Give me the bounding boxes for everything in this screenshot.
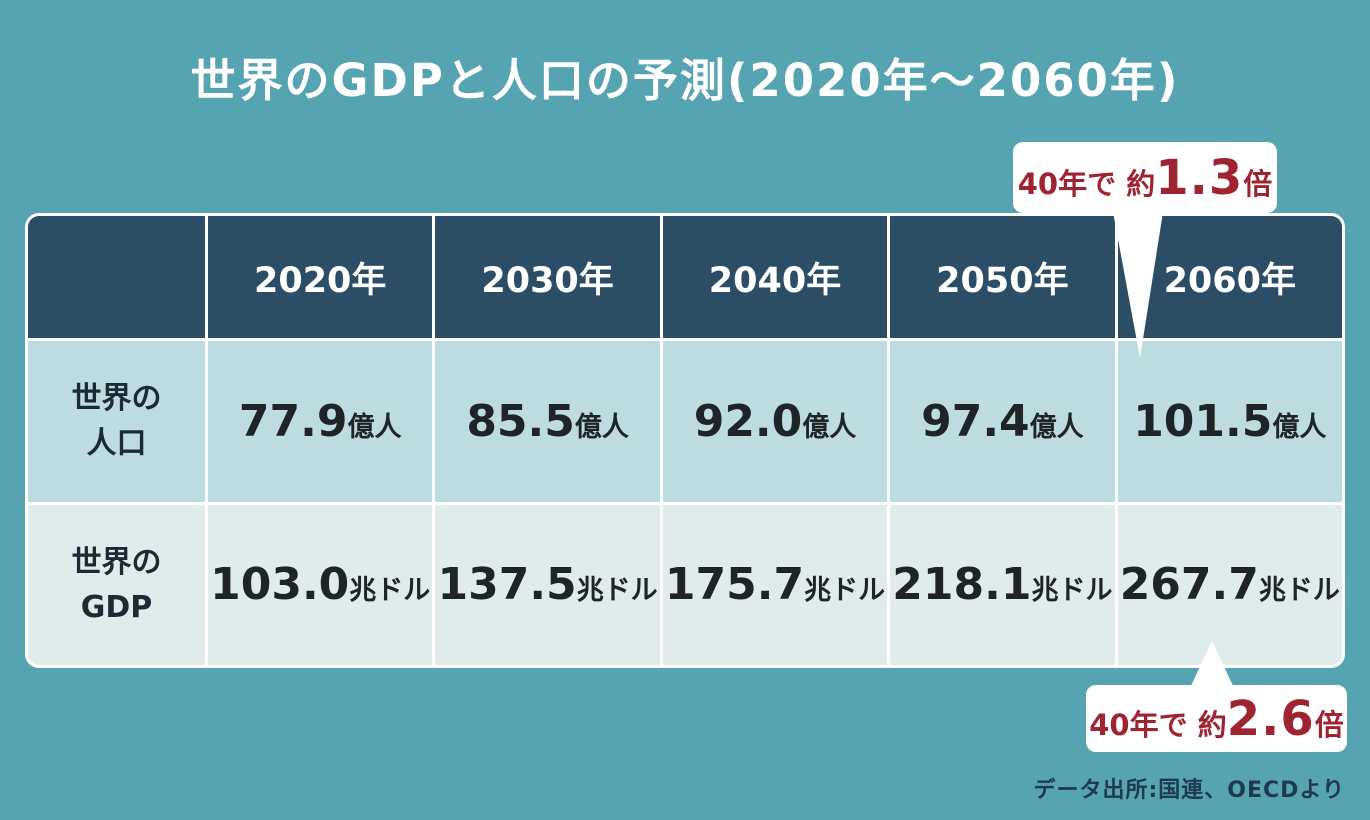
table-cell-population-2050: 97.4億人 xyxy=(890,341,1115,502)
table-cell-gdp-2050: 218.1兆ドル xyxy=(890,504,1115,665)
table-corner-cell xyxy=(28,216,205,338)
cell-value: 137.5 xyxy=(437,559,577,611)
cell-value: 175.7 xyxy=(664,559,805,611)
callout-suffix: 倍 xyxy=(1314,707,1344,742)
callout-prefix: 40年で 約 xyxy=(1017,166,1156,201)
cell-unit: 兆ドル xyxy=(349,575,431,607)
callout-suffix: 倍 xyxy=(1243,166,1273,201)
column-header-2030: 2030年 xyxy=(435,216,660,338)
callout-multiplier: 1.3 xyxy=(1155,149,1244,206)
table-cell-population-2040: 92.0億人 xyxy=(662,341,888,502)
cell-value: 101.5 xyxy=(1133,395,1273,447)
table-cell-gdp-2020: 103.0兆ドル xyxy=(208,504,433,665)
callout-tail-up-icon xyxy=(1190,641,1234,688)
cell-unit: 億人 xyxy=(347,411,402,443)
table-cell-gdp-2060: 267.7兆ドル xyxy=(1117,504,1342,665)
table-cell-population-2060: 101.5億人 xyxy=(1117,341,1342,502)
cell-unit: 兆ドル xyxy=(804,575,886,607)
cell-unit: 兆ドル xyxy=(1031,575,1113,607)
table-cell-population-2020: 77.9億人 xyxy=(208,341,433,502)
cell-value: 97.4 xyxy=(921,395,1030,447)
table-cell-gdp-2040: 175.7兆ドル xyxy=(662,504,888,665)
data-source-note: データ出所:国連、OECDより xyxy=(1033,778,1345,803)
table-cell-population-2030: 85.5億人 xyxy=(435,341,660,502)
row-label-population: 世界の 人口 xyxy=(28,341,205,502)
cell-value: 77.9 xyxy=(238,395,348,447)
cell-unit: 兆ドル xyxy=(576,575,658,607)
row-label-line: GDP xyxy=(80,589,153,625)
row-label-line: 世界の xyxy=(71,381,162,417)
column-header-2050: 2050年 xyxy=(890,216,1115,338)
callout-multiplier: 2.6 xyxy=(1226,690,1315,747)
row-label-line: 人口 xyxy=(86,426,147,462)
column-header-2040: 2040年 xyxy=(662,216,888,338)
cell-unit: 億人 xyxy=(802,411,857,443)
callout-gdp-growth: 40年で 約2.6倍 xyxy=(1086,685,1347,752)
callout-tail-down-icon xyxy=(1113,212,1163,358)
cell-unit: 億人 xyxy=(1029,411,1084,443)
cell-unit: 億人 xyxy=(574,411,629,443)
callout-prefix: 40年で 約 xyxy=(1089,707,1227,742)
callout-population-growth: 40年で 約1.3倍 xyxy=(1013,142,1277,213)
row-label-gdp: 世界の GDP xyxy=(28,504,205,665)
cell-unit: 億人 xyxy=(1272,411,1327,443)
cell-value: 103.0 xyxy=(210,559,350,611)
forecast-table: 2020年 2030年 2040年 2050年 2060年 世界の 人口 77.… xyxy=(25,213,1345,668)
page-title: 世界のGDPと人口の予測(2020年〜2060年) xyxy=(190,54,1180,107)
row-label-line: 世界の xyxy=(71,544,162,580)
column-header-2020: 2020年 xyxy=(208,216,433,338)
cell-value: 267.7 xyxy=(1119,559,1259,611)
cell-value: 92.0 xyxy=(693,395,803,447)
cell-value: 85.5 xyxy=(466,395,575,447)
cell-value: 218.1 xyxy=(892,559,1032,611)
cell-unit: 兆ドル xyxy=(1258,575,1340,607)
table-cell-gdp-2030: 137.5兆ドル xyxy=(435,504,660,665)
